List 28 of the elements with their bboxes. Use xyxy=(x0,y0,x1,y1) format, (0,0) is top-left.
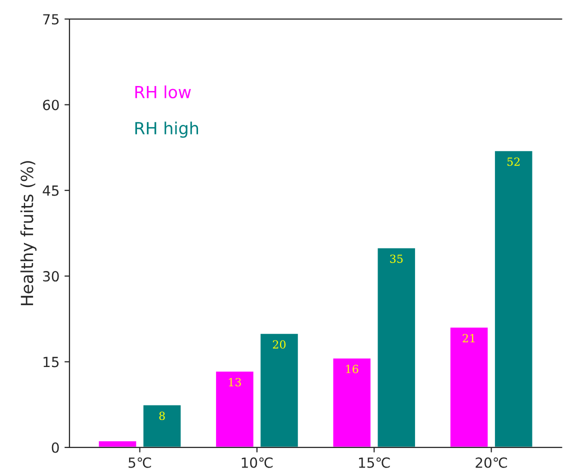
bar xyxy=(142,404,182,448)
data-label: 20 xyxy=(272,340,286,349)
y-tick-label: 30 xyxy=(43,271,59,282)
data-label: 21 xyxy=(462,334,475,342)
bar xyxy=(449,326,490,448)
data-label: 16 xyxy=(346,364,358,374)
bar xyxy=(332,357,372,448)
x-tick-label: 20℃ xyxy=(476,457,507,468)
text: RH low xyxy=(135,85,191,98)
data-label: 35 xyxy=(390,254,403,263)
bar xyxy=(376,246,416,448)
y-tick-label: 45 xyxy=(42,186,59,196)
data-label: 13 xyxy=(228,378,241,386)
bar xyxy=(494,150,534,448)
x-tick-label: 15℃ xyxy=(359,457,390,468)
data-label: 8 xyxy=(159,412,165,420)
data-label: 52 xyxy=(507,157,520,166)
bar xyxy=(214,370,255,448)
text: RH high xyxy=(135,122,198,138)
y-tick-label: 60 xyxy=(43,100,59,110)
bar xyxy=(97,440,138,448)
bar xyxy=(259,332,300,448)
y-tick-label: 15 xyxy=(44,356,59,368)
x-tick-label: 10℃ xyxy=(242,457,273,468)
x-tick-label: 5℃ xyxy=(128,457,152,468)
y-tick-label: 0 xyxy=(52,442,59,453)
y-tick-label: 75 xyxy=(43,14,59,25)
y-axis-title: Healthy fruits (%) xyxy=(20,161,37,306)
